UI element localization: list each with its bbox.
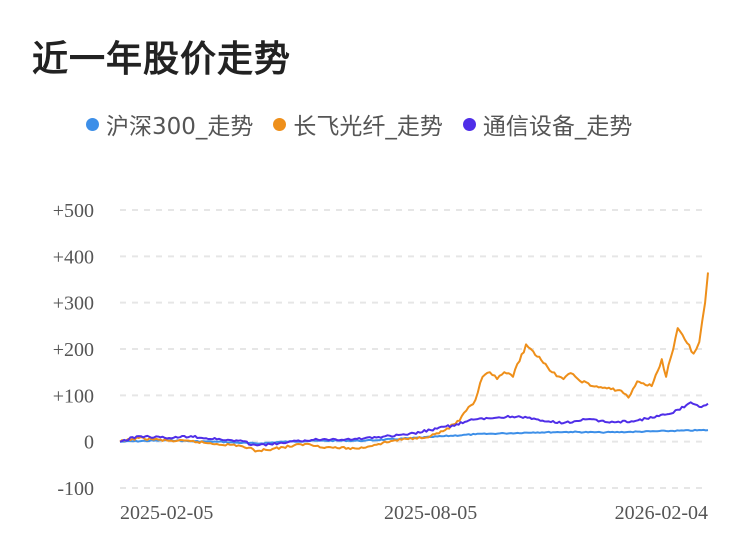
x-tick-label: 2026-02-04 [615,502,708,524]
legend-dot-txsb [462,117,476,131]
legend-item-txsb[interactable]: 通信设备_走势 [462,107,633,141]
legend-item-cfgx[interactable]: 长飞光纤_走势 [273,107,443,141]
legend-item-hs300[interactable]: 沪深300_走势 [86,107,253,141]
legend-label-cfgx: 长飞光纤_走势 [293,114,443,140]
y-tick-label: +100 [53,385,94,407]
y-tick-label: -100 [57,478,94,500]
legend-label-txsb: 通信设备_走势 [482,114,633,140]
series-line-1 [119,272,709,453]
y-tick-label: +400 [53,246,94,268]
y-tick-label: +200 [53,339,94,361]
x-tick-label: 2025-08-05 [384,502,477,524]
x-tick-label: 2025-02-05 [120,502,213,524]
legend-dot-hs300 [86,117,99,131]
chart-title: 近一年股价走势 [32,39,292,80]
legend: 沪深300_走势 长飞光纤_走势 通信设备_走势 [86,108,652,140]
y-tick-label: +500 [53,200,94,222]
series-line-2 [119,401,709,447]
y-tick-label: 0 [84,432,94,454]
legend-dot-cfgx [273,117,287,131]
legend-label-hs300: 沪深300_走势 [106,114,254,140]
y-tick-label: +300 [53,293,94,315]
